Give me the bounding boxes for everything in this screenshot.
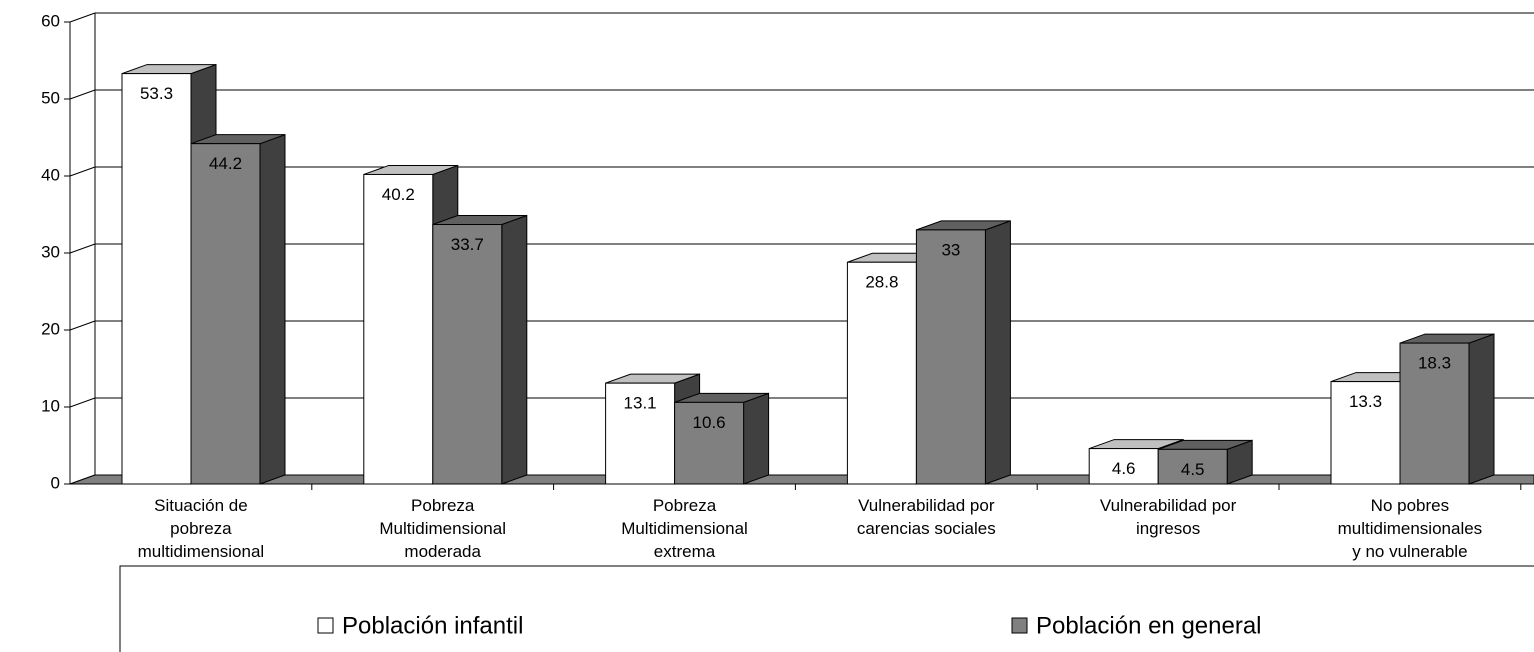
value-label: 10.6 xyxy=(693,413,726,432)
value-label: 28.8 xyxy=(865,273,898,292)
value-label: 44.2 xyxy=(209,154,242,173)
bar-side xyxy=(501,214,528,485)
bar-front xyxy=(190,143,261,485)
bar-side xyxy=(1468,333,1495,485)
y-tick-label: 60 xyxy=(41,11,60,30)
floor xyxy=(69,474,1534,485)
bar-front xyxy=(915,229,986,485)
grid-line-side xyxy=(69,243,96,254)
bar xyxy=(674,392,770,485)
value-label: 33.7 xyxy=(451,235,484,254)
bar-front xyxy=(121,73,192,485)
x-tick-label: Pobreza Multidimensional moderada xyxy=(379,496,506,561)
grid-line-side xyxy=(69,89,96,100)
grid-line-side xyxy=(69,12,96,23)
legend-label: Población infantil xyxy=(342,612,523,639)
y-tick-label: 30 xyxy=(41,242,60,261)
bar-front xyxy=(846,261,917,485)
value-label: 13.3 xyxy=(1349,392,1382,411)
y-tick-label: 20 xyxy=(41,319,60,338)
bar-front xyxy=(1157,448,1228,485)
bar xyxy=(432,214,528,485)
bar xyxy=(1399,333,1495,485)
grid-line-side xyxy=(69,166,96,177)
bar-side xyxy=(259,133,286,485)
value-label: 53.3 xyxy=(140,84,173,103)
value-label: 33 xyxy=(941,240,960,259)
y-tick-label: 50 xyxy=(41,88,60,107)
value-label: 40.2 xyxy=(382,185,415,204)
value-label: 13.1 xyxy=(624,394,657,413)
y-tick-label: 40 xyxy=(41,165,60,184)
x-tick-label: Situación de pobreza multidimensional xyxy=(138,496,265,561)
legend-swatch xyxy=(1011,617,1028,634)
bar-front xyxy=(432,224,503,485)
x-tick-label: Vulnerabilidad por ingresos xyxy=(1100,496,1237,538)
value-label: 4.5 xyxy=(1181,460,1205,479)
bar xyxy=(1157,439,1253,485)
legend-label: Población en general xyxy=(1036,612,1262,639)
value-label: 4.6 xyxy=(1112,459,1136,478)
legend-swatch xyxy=(317,617,334,634)
value-label: 18.3 xyxy=(1418,354,1451,373)
bar xyxy=(915,220,1011,485)
bar-front xyxy=(1399,342,1470,485)
grid-line-side xyxy=(69,320,96,331)
x-tick-label: Vulnerabilidad por carencias sociales xyxy=(857,496,996,538)
legend-box xyxy=(119,565,1534,652)
bar-side xyxy=(743,392,770,485)
bar-front xyxy=(605,382,676,485)
bar-front xyxy=(1330,381,1401,485)
x-tick-label: No pobres multidimensionales y no vulnerab… xyxy=(1338,496,1483,561)
bar-side xyxy=(984,220,1011,485)
bar-front xyxy=(363,173,434,485)
y-tick-label: 0 xyxy=(51,473,60,492)
bar-front xyxy=(674,401,745,485)
y-tick-label: 10 xyxy=(41,396,60,415)
bar-front xyxy=(1088,448,1159,485)
grid-line-side xyxy=(69,397,96,408)
bar xyxy=(190,133,286,485)
x-tick-label: Pobreza Multidimensional extrema xyxy=(621,496,748,561)
